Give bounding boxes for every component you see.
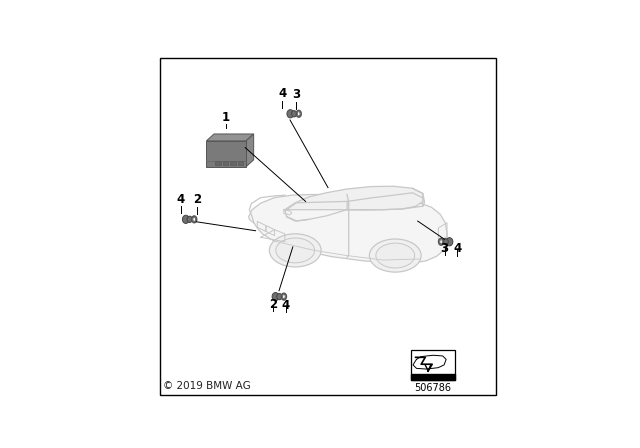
- Polygon shape: [207, 134, 253, 141]
- Polygon shape: [412, 374, 454, 380]
- Ellipse shape: [446, 237, 453, 246]
- Ellipse shape: [369, 239, 421, 272]
- Ellipse shape: [193, 217, 196, 221]
- Polygon shape: [246, 134, 253, 167]
- Text: 2: 2: [269, 298, 277, 311]
- Bar: [223, 161, 228, 165]
- Text: 2: 2: [193, 193, 201, 206]
- Polygon shape: [207, 141, 246, 167]
- Bar: [215, 161, 221, 165]
- Ellipse shape: [282, 293, 286, 300]
- Polygon shape: [285, 186, 423, 210]
- Ellipse shape: [287, 110, 294, 118]
- Text: 506786: 506786: [415, 383, 452, 393]
- Text: 3: 3: [292, 88, 300, 101]
- Ellipse shape: [182, 215, 189, 224]
- Text: 4: 4: [453, 242, 461, 255]
- Ellipse shape: [187, 216, 193, 223]
- Bar: [238, 161, 243, 165]
- Ellipse shape: [440, 240, 442, 244]
- Text: © 2019 BMW AG: © 2019 BMW AG: [163, 381, 251, 391]
- Text: 3: 3: [440, 241, 449, 254]
- Bar: [230, 161, 236, 165]
- Ellipse shape: [282, 294, 285, 299]
- Ellipse shape: [276, 238, 315, 263]
- Text: 1: 1: [222, 111, 230, 124]
- Ellipse shape: [438, 238, 444, 245]
- Ellipse shape: [443, 239, 448, 245]
- Ellipse shape: [272, 293, 279, 301]
- Text: 4: 4: [177, 193, 185, 206]
- Ellipse shape: [296, 111, 301, 117]
- Text: 4: 4: [278, 87, 287, 100]
- Ellipse shape: [298, 112, 300, 116]
- Ellipse shape: [276, 293, 282, 300]
- Ellipse shape: [376, 243, 415, 268]
- Text: 4: 4: [282, 299, 290, 312]
- Polygon shape: [249, 194, 447, 263]
- Bar: [412, 350, 454, 380]
- Ellipse shape: [269, 234, 321, 267]
- Ellipse shape: [292, 111, 297, 117]
- Ellipse shape: [192, 216, 196, 223]
